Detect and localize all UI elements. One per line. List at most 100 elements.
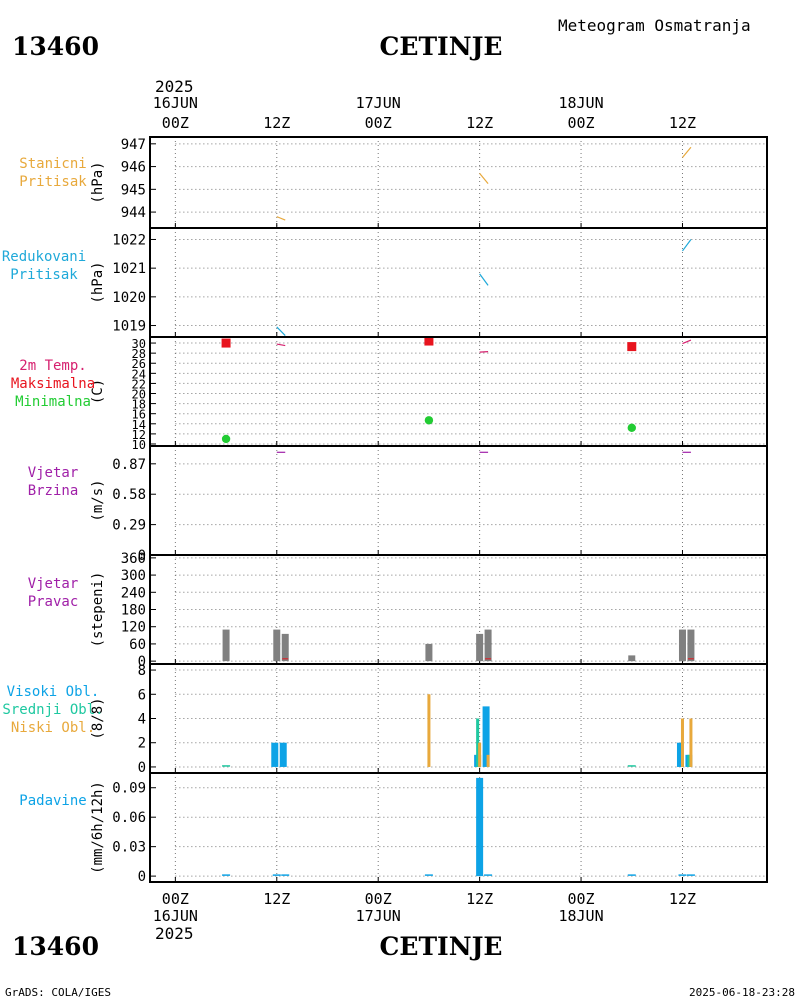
ytick-label-1: 0.03 <box>112 840 146 856</box>
panel-label-line-1: Pritisak <box>19 174 87 190</box>
bottom-date-label-0: 16JUN <box>153 907 198 925</box>
ytick-label-3: 6 <box>138 687 146 703</box>
ytick-label-0: 10 <box>132 438 146 452</box>
panel-label-line-0: Visoki Obl. <box>7 684 100 700</box>
series-segment-2 <box>681 239 692 252</box>
series-segment-0 <box>276 216 286 221</box>
ytick-label-1: 12 <box>132 428 146 442</box>
top-hour-label-2: 00Z <box>365 114 392 132</box>
temp-segment-2 <box>682 339 692 345</box>
bar-niski-obl--2 <box>486 754 490 767</box>
ytick-label-0: 0 <box>138 760 146 776</box>
ytick-label-6: 22 <box>132 377 146 391</box>
meteogram-title: Meteogram Osmatranja <box>558 16 751 35</box>
bar-niski-obl--3 <box>680 718 684 767</box>
ylabel: (hPa) <box>90 261 106 303</box>
ylabel: (stepeni) <box>90 572 106 648</box>
ytick-label-2: 4 <box>138 712 146 728</box>
panel-label-line-2: Niski Obl. <box>11 720 95 736</box>
panel-label-line-0: Vjetar <box>28 465 79 481</box>
ytick-label-1: 2 <box>138 736 146 752</box>
panel-label-line-0: Padavine <box>19 793 86 809</box>
tmin-point-1 <box>424 416 434 425</box>
ytick-label-4: 18 <box>132 398 146 412</box>
ytick-label-0: 0 <box>138 548 146 564</box>
panel-label-line-0: Redukovani <box>2 249 86 265</box>
panel-wind_speed: 0 0.29 0.58 0.87 (m/s) Vjetar Brzina <box>28 445 768 564</box>
station-id-top: 13460 <box>12 32 99 61</box>
bar-vjetar-pravac-3 <box>425 643 433 662</box>
tmax-point-2 <box>627 342 637 352</box>
ytick-label-9: 28 <box>132 347 146 361</box>
top-hour-label-3: 12Z <box>466 114 493 132</box>
ytick-label-2: 946 <box>121 160 146 176</box>
ytick-label-2: 120 <box>121 620 146 636</box>
top-year: 2025 <box>155 77 194 96</box>
ytick-label-6: 360 <box>121 551 146 567</box>
panel-frame <box>149 336 768 447</box>
series-segment-1 <box>479 173 489 185</box>
bottom-date-label-1: 17JUN <box>356 907 401 925</box>
station-name-top: CETINJE <box>380 32 503 61</box>
ylabel: (m/s) <box>90 479 106 521</box>
credit-text: GrADS: COLA/IGES <box>5 986 111 999</box>
top-hour-label-1: 12Z <box>263 114 290 132</box>
panel-frame <box>149 663 768 774</box>
panel-label-line-1: Pravac <box>28 594 79 610</box>
ytick-label-8: 26 <box>132 357 146 371</box>
panel-clouds: 0 2 4 6 8 (8/8)Visoki Obl. Srednji Obl. Niski O… <box>2 663 768 776</box>
bar-vjetar-pravac-7 <box>678 629 686 662</box>
bar-visoki-obl--1 <box>279 742 287 767</box>
top-date-label-0: 16JUN <box>153 94 198 112</box>
series-segment-2 <box>682 146 692 158</box>
bottom-year: 2025 <box>155 924 194 943</box>
series-segment-0 <box>276 326 286 336</box>
bottom-hour-label-1: 12Z <box>263 890 290 908</box>
ytick-label-1: 0.29 <box>112 518 146 534</box>
tmin-point-0 <box>221 434 231 444</box>
panel-frame <box>149 554 768 665</box>
ytick-label-0: 1019 <box>112 319 146 335</box>
ytick-label-2: 1021 <box>112 261 146 277</box>
panels-group: 944945946947(hPa)StanicniPritisak1019102… <box>2 136 768 885</box>
bar-srednji-obl--0 <box>476 718 480 767</box>
ytick-label-1: 945 <box>121 182 146 198</box>
panel-label-line-1: Brzina <box>28 483 79 499</box>
bar-niski-obl--0 <box>427 694 431 767</box>
bottom-hour-label-2: 00Z <box>365 890 392 908</box>
bar-srednji-obl--1 <box>687 754 691 767</box>
bar-visoki-obl--4 <box>676 742 684 767</box>
bottom-hour-label-0: 00Z <box>162 890 189 908</box>
ylabel: (C) <box>90 379 106 404</box>
tmax-point-0 <box>221 338 231 348</box>
ytick-label-3: 180 <box>121 603 146 619</box>
bar-vjetar-pravac-4 <box>476 633 484 662</box>
ytick-label-3: 0.09 <box>112 781 146 797</box>
panel-label-line-0: Stanicni <box>19 156 86 172</box>
bar-vjetar-pravac-2 <box>281 633 289 662</box>
ytick-label-0: 944 <box>121 205 146 221</box>
top-time-axis: 16JUN 17JUN 18JUN 00Z 12Z 00Z 12Z 00Z 12Z <box>153 94 696 132</box>
ytick-label-2: 0.58 <box>112 487 146 503</box>
panel-frame <box>149 772 768 883</box>
top-date-label-2: 18JUN <box>558 94 603 112</box>
ytick-label-3: 1022 <box>112 232 146 248</box>
ytick-label-4: 240 <box>121 585 146 601</box>
panel-label-line-1: Srednji Obl. <box>2 702 103 718</box>
ytick-label-7: 24 <box>132 367 146 381</box>
ylabel: (mm/6h/12h) <box>90 781 106 874</box>
ytick-label-1: 60 <box>129 637 146 653</box>
bottom-hour-label-4: 00Z <box>568 890 595 908</box>
tmin-point-2 <box>627 423 636 433</box>
temp-segment-0 <box>276 343 286 347</box>
panel-label-line-1: Maksimalna <box>11 376 95 392</box>
ytick-label-3: 947 <box>121 137 146 153</box>
panel-label-line-2: Minimalna <box>15 394 91 410</box>
series-segment-1 <box>479 273 489 286</box>
panel-precipitation: 0 0.03 0.06 0.09 (mm/6h/12h)Padavine <box>19 772 768 885</box>
ytick-label-4: 8 <box>138 663 146 679</box>
panel-label-line-0: Vjetar <box>28 576 79 592</box>
bar-niski-obl--1 <box>478 742 482 767</box>
